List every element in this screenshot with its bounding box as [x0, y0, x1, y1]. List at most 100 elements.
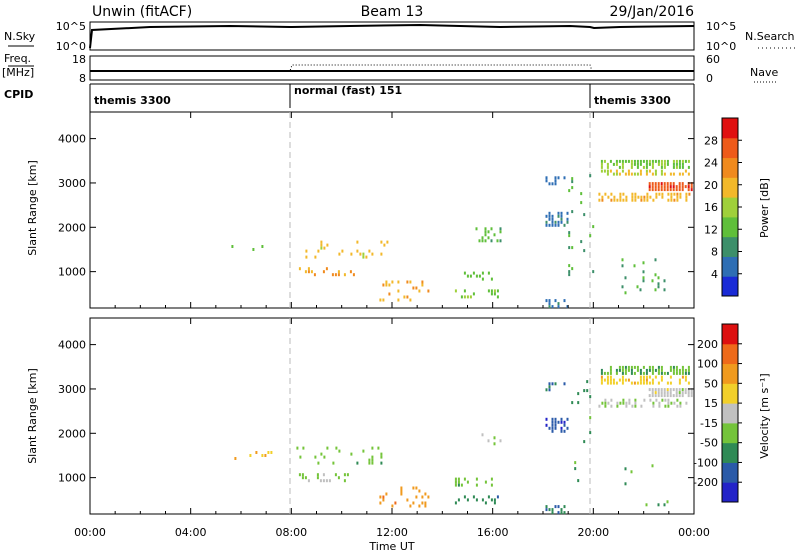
- data-cell-1-14: [651, 464, 654, 468]
- data-cell-0-3: [610, 198, 613, 202]
- data-cell-1-0: [660, 365, 663, 369]
- data-cell-0-2: [663, 188, 666, 192]
- data-cell-0-0: [675, 162, 678, 166]
- data-cell-1-12: [356, 461, 359, 465]
- data-cell-1-0: [639, 371, 642, 375]
- data-cell-0-9: [487, 230, 490, 234]
- data-cell-1-2: [663, 391, 666, 395]
- data-cell-1-4: [560, 417, 563, 421]
- data-cell-1-0: [636, 368, 639, 372]
- freq-label-line1: Freq.: [4, 52, 31, 65]
- data-cell-1-4: [563, 429, 566, 433]
- velocity-data: [234, 365, 693, 515]
- y-tick-label: 2000: [58, 427, 86, 440]
- data-cell-0-3: [655, 192, 658, 196]
- data-cell-1-2: [663, 394, 666, 398]
- data-cell-1-9: [487, 439, 490, 443]
- y-tick-label: 1000: [58, 472, 86, 485]
- data-cell-0-6: [548, 305, 551, 309]
- data-cell-1-2: [666, 394, 669, 398]
- power-colorbar: 4 8 12 16 20 24 28: [704, 117, 742, 297]
- data-cell-0-14: [642, 276, 645, 280]
- colorbar-tick-label: 15: [704, 397, 718, 410]
- data-cell-0-12: [371, 252, 374, 256]
- data-cell-1-0: [687, 365, 690, 369]
- colorbar-segment: [722, 118, 738, 139]
- data-cell-0-1: [624, 172, 627, 176]
- data-cell-1-3: [667, 398, 670, 402]
- data-cell-0-2: [687, 185, 690, 189]
- data-cell-1-1: [600, 378, 603, 382]
- data-cell-1-1: [600, 381, 603, 385]
- colorbar-tick-label: -200: [693, 476, 718, 489]
- data-cell-0-0: [678, 165, 681, 169]
- data-cell-1-7: [454, 483, 457, 487]
- data-cell-0-3: [610, 192, 613, 196]
- data-cell-1-2: [660, 394, 663, 398]
- colorbar-segment: [722, 363, 738, 384]
- data-cell-1-6: [557, 511, 560, 515]
- data-cell-1-6: [563, 511, 566, 515]
- data-cell-0-11: [427, 289, 430, 293]
- data-cell-1-0: [642, 371, 645, 375]
- data-cell-1-0: [675, 368, 678, 372]
- data-cell-1-2: [675, 391, 678, 395]
- data-cell-1-12: [371, 455, 374, 459]
- data-cell-0-13: [592, 225, 595, 229]
- data-cell-1-1: [603, 378, 606, 382]
- freq-tick-top: 18: [72, 53, 86, 66]
- data-cell-1-4: [551, 426, 554, 430]
- data-cell-1-0: [624, 371, 627, 375]
- data-cell-1-0: [630, 365, 633, 369]
- nsky-trace: [89, 23, 695, 49]
- velocity-colorbar-label: Velocity [m s⁻¹]: [758, 373, 771, 458]
- data-cell-1-2: [687, 388, 690, 392]
- data-cell-1-9: [493, 436, 496, 440]
- data-cell-1-1: [645, 375, 648, 379]
- data-cell-0-2: [657, 182, 660, 186]
- data-cell-1-13: [577, 392, 580, 396]
- data-cell-0-6: [548, 302, 551, 306]
- data-cell-1-10: [319, 479, 322, 483]
- data-cell-1-10: [322, 473, 325, 477]
- data-cell-0-0: [639, 159, 642, 163]
- data-cell-1-11: [415, 495, 418, 499]
- data-cell-1-1: [609, 381, 612, 385]
- data-cell-1-7: [460, 483, 463, 487]
- data-cell-1-11: [421, 501, 424, 505]
- data-cell-0-0: [621, 162, 624, 166]
- data-cell-0-3: [646, 195, 649, 199]
- data-cell-1-15: [261, 454, 264, 457]
- data-cell-0-0: [636, 159, 639, 163]
- data-cell-0-12: [317, 249, 320, 253]
- data-cell-0-0: [663, 159, 666, 163]
- data-cell-0-0: [657, 162, 660, 166]
- data-cell-1-2: [657, 394, 660, 398]
- data-cell-1-2: [687, 394, 690, 398]
- data-cell-0-2: [672, 188, 675, 192]
- data-cell-1-0: [684, 371, 687, 375]
- data-cell-0-10: [352, 273, 355, 277]
- data-cell-0-4: [551, 217, 554, 221]
- data-cell-0-0: [615, 159, 618, 163]
- data-cell-1-3: [664, 404, 667, 408]
- data-cell-0-8: [490, 292, 493, 296]
- data-cell-1-13: [586, 380, 589, 384]
- data-cell-1-3: [619, 401, 622, 405]
- y-tick-label: 4000: [58, 339, 86, 352]
- data-cell-0-11: [388, 283, 391, 287]
- data-cell-0-5: [548, 182, 551, 186]
- data-cell-0-4: [566, 220, 569, 224]
- data-cell-0-12: [380, 240, 383, 244]
- data-cell-1-12: [380, 461, 383, 465]
- data-cell-1-1: [612, 378, 615, 382]
- data-cell-1-0: [660, 371, 663, 375]
- data-cell-0-9: [481, 239, 484, 243]
- data-cell-1-1: [645, 381, 648, 385]
- colorbar-segment: [722, 482, 738, 503]
- data-cell-0-12: [380, 252, 383, 256]
- data-cell-0-6: [551, 305, 554, 309]
- x-tick-label: 12:00: [376, 526, 408, 539]
- data-cell-0-3: [619, 195, 622, 199]
